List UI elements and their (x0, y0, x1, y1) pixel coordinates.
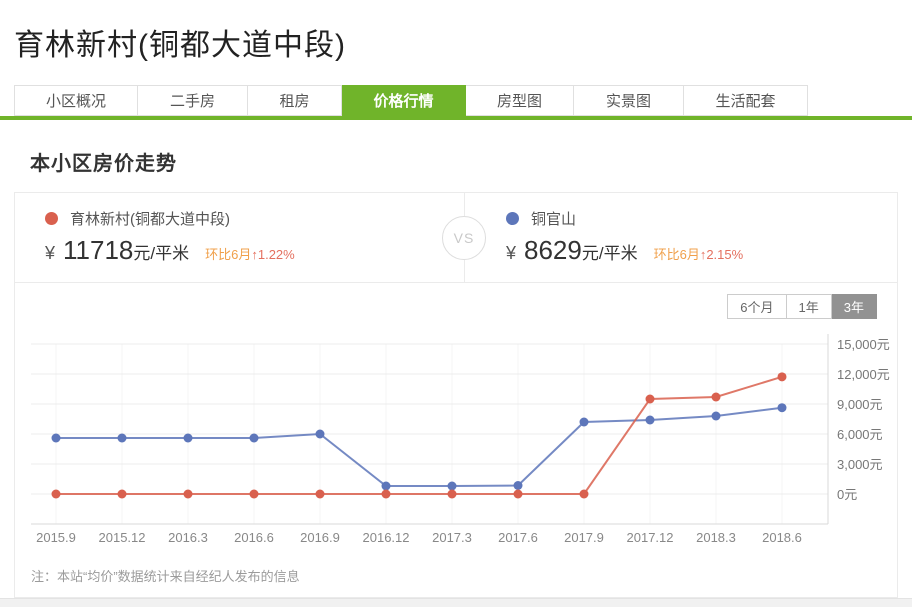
series-1-point-10 (645, 415, 655, 425)
y-tick-label-2: 6,000元 (837, 427, 883, 442)
tab-3[interactable]: 租房 (248, 85, 342, 116)
tab-7[interactable]: 生活配套 (684, 85, 808, 116)
price-trend-panel: 育林新村(铜都大道中段) ¥ 11718 元/平米 环比6月↑1.22% VS … (14, 192, 898, 598)
series-1-point-7 (447, 481, 457, 491)
section-title: 本小区房价走势 (30, 153, 177, 175)
x-tick-label-2: 2015.12 (99, 530, 146, 545)
left-currency-symbol: ¥ (45, 243, 56, 263)
series-1-point-2 (117, 433, 127, 443)
tab-4[interactable]: 价格行情 (342, 85, 466, 116)
data-source-note: 注：本站“均价”数据统计来自经纪人发布的信息 (31, 569, 300, 584)
right-currency-symbol: ¥ (506, 243, 517, 263)
series-1-point-9 (579, 417, 589, 427)
series-2-point-3 (183, 489, 193, 499)
x-tick-label-10: 2017.12 (627, 530, 674, 545)
x-tick-label-4: 2016.6 (234, 530, 274, 545)
period-button-2[interactable]: 1年 (786, 294, 832, 319)
x-tick-label-3: 2016.3 (168, 530, 208, 545)
series-2-point-5 (315, 489, 325, 499)
series-1-point-6 (381, 481, 391, 491)
vs-badge: VS (442, 216, 486, 260)
series-2-point-11 (711, 392, 721, 402)
x-tick-label-1: 2015.9 (36, 530, 76, 545)
series-line-1 (56, 406, 783, 487)
series-line-2 (56, 375, 783, 495)
left-community-name: 育林新村(铜都大道中段) (70, 210, 230, 228)
period-button-3[interactable]: 3年 (831, 294, 877, 319)
page-title: 育林新村(铜都大道中段) (14, 29, 346, 62)
series-1-point-1 (51, 433, 61, 443)
series-1-point-12 (777, 403, 787, 413)
y-tick-label-5: 15,000元 (837, 337, 890, 352)
comparison-row: 育林新村(铜都大道中段) ¥ 11718 元/平米 环比6月↑1.22% VS … (15, 193, 897, 283)
footer-strip (0, 598, 912, 607)
y-tick-label-4: 12,000元 (837, 367, 890, 382)
series-2-point-10 (645, 394, 655, 404)
x-tick-label-8: 2017.6 (498, 530, 538, 545)
series-2-point-7 (447, 489, 457, 499)
series-2-point-8 (513, 489, 523, 499)
left-mom-change: 环比6月↑1.22% (205, 247, 295, 262)
series-1-point-4 (249, 433, 259, 443)
blue-series-dot-icon (506, 211, 519, 225)
y-tick-label-1: 3,000元 (837, 457, 883, 472)
x-tick-label-9: 2017.9 (564, 530, 604, 545)
x-tick-label-11: 2018.3 (696, 530, 736, 545)
x-tick-label-7: 2017.3 (432, 530, 472, 545)
right-price-unit: 元/平米 (581, 244, 638, 263)
red-series-dot-icon (45, 211, 58, 225)
tab-5[interactable]: 房型图 (466, 85, 574, 116)
period-selector: 6个月 1年 3年 (727, 294, 877, 319)
x-tick-label-5: 2016.9 (300, 530, 340, 545)
comparison-right-card: 铜官山 ¥ 8629 元/平米 环比6月↑2.15% (464, 193, 897, 282)
right-community-name: 铜官山 (531, 210, 577, 228)
series-2-point-9 (579, 489, 589, 499)
tab-2[interactable]: 二手房 (138, 85, 248, 116)
left-price: 11718 (63, 235, 134, 265)
series-2-point-6 (381, 489, 391, 499)
tab-bar: 小区概况 二手房 租房 价格行情 房型图 实景图 生活配套 (14, 85, 808, 116)
tab-underline (0, 116, 912, 120)
period-button-1[interactable]: 6个月 (727, 294, 787, 319)
tab-1[interactable]: 小区概况 (14, 85, 138, 116)
series-2-point-4 (249, 489, 259, 499)
y-tick-label-0: 0元 (837, 487, 857, 502)
series-2-point-2 (117, 489, 127, 499)
line-chart-svg: 0元 3,000元 6,000元 9,000元 12,000元 15,000元 2015.9… (31, 334, 890, 545)
price-trend-chart: 0元 3,000元 6,000元 9,000元 12,000元 15,000元 2015.9… (15, 326, 899, 561)
right-mom-change: 环比6月↑2.15% (653, 247, 744, 262)
series-2-point-1 (51, 489, 61, 499)
comparison-left-card: 育林新村(铜都大道中段) ¥ 11718 元/平米 环比6月↑1.22% (15, 193, 464, 282)
right-price: 8629 (524, 235, 582, 265)
y-tick-label-3: 9,000元 (837, 397, 883, 412)
series-1-point-3 (183, 433, 193, 443)
left-price-unit: 元/平米 (133, 244, 190, 263)
x-tick-label-12: 2018.6 (762, 530, 802, 545)
x-tick-label-6: 2016.12 (363, 530, 410, 545)
tab-6[interactable]: 实景图 (574, 85, 684, 116)
series-2-point-12 (777, 372, 787, 382)
series-1-point-8 (513, 481, 523, 490)
series-1-point-5 (315, 429, 325, 439)
series-1-point-11 (711, 411, 721, 421)
